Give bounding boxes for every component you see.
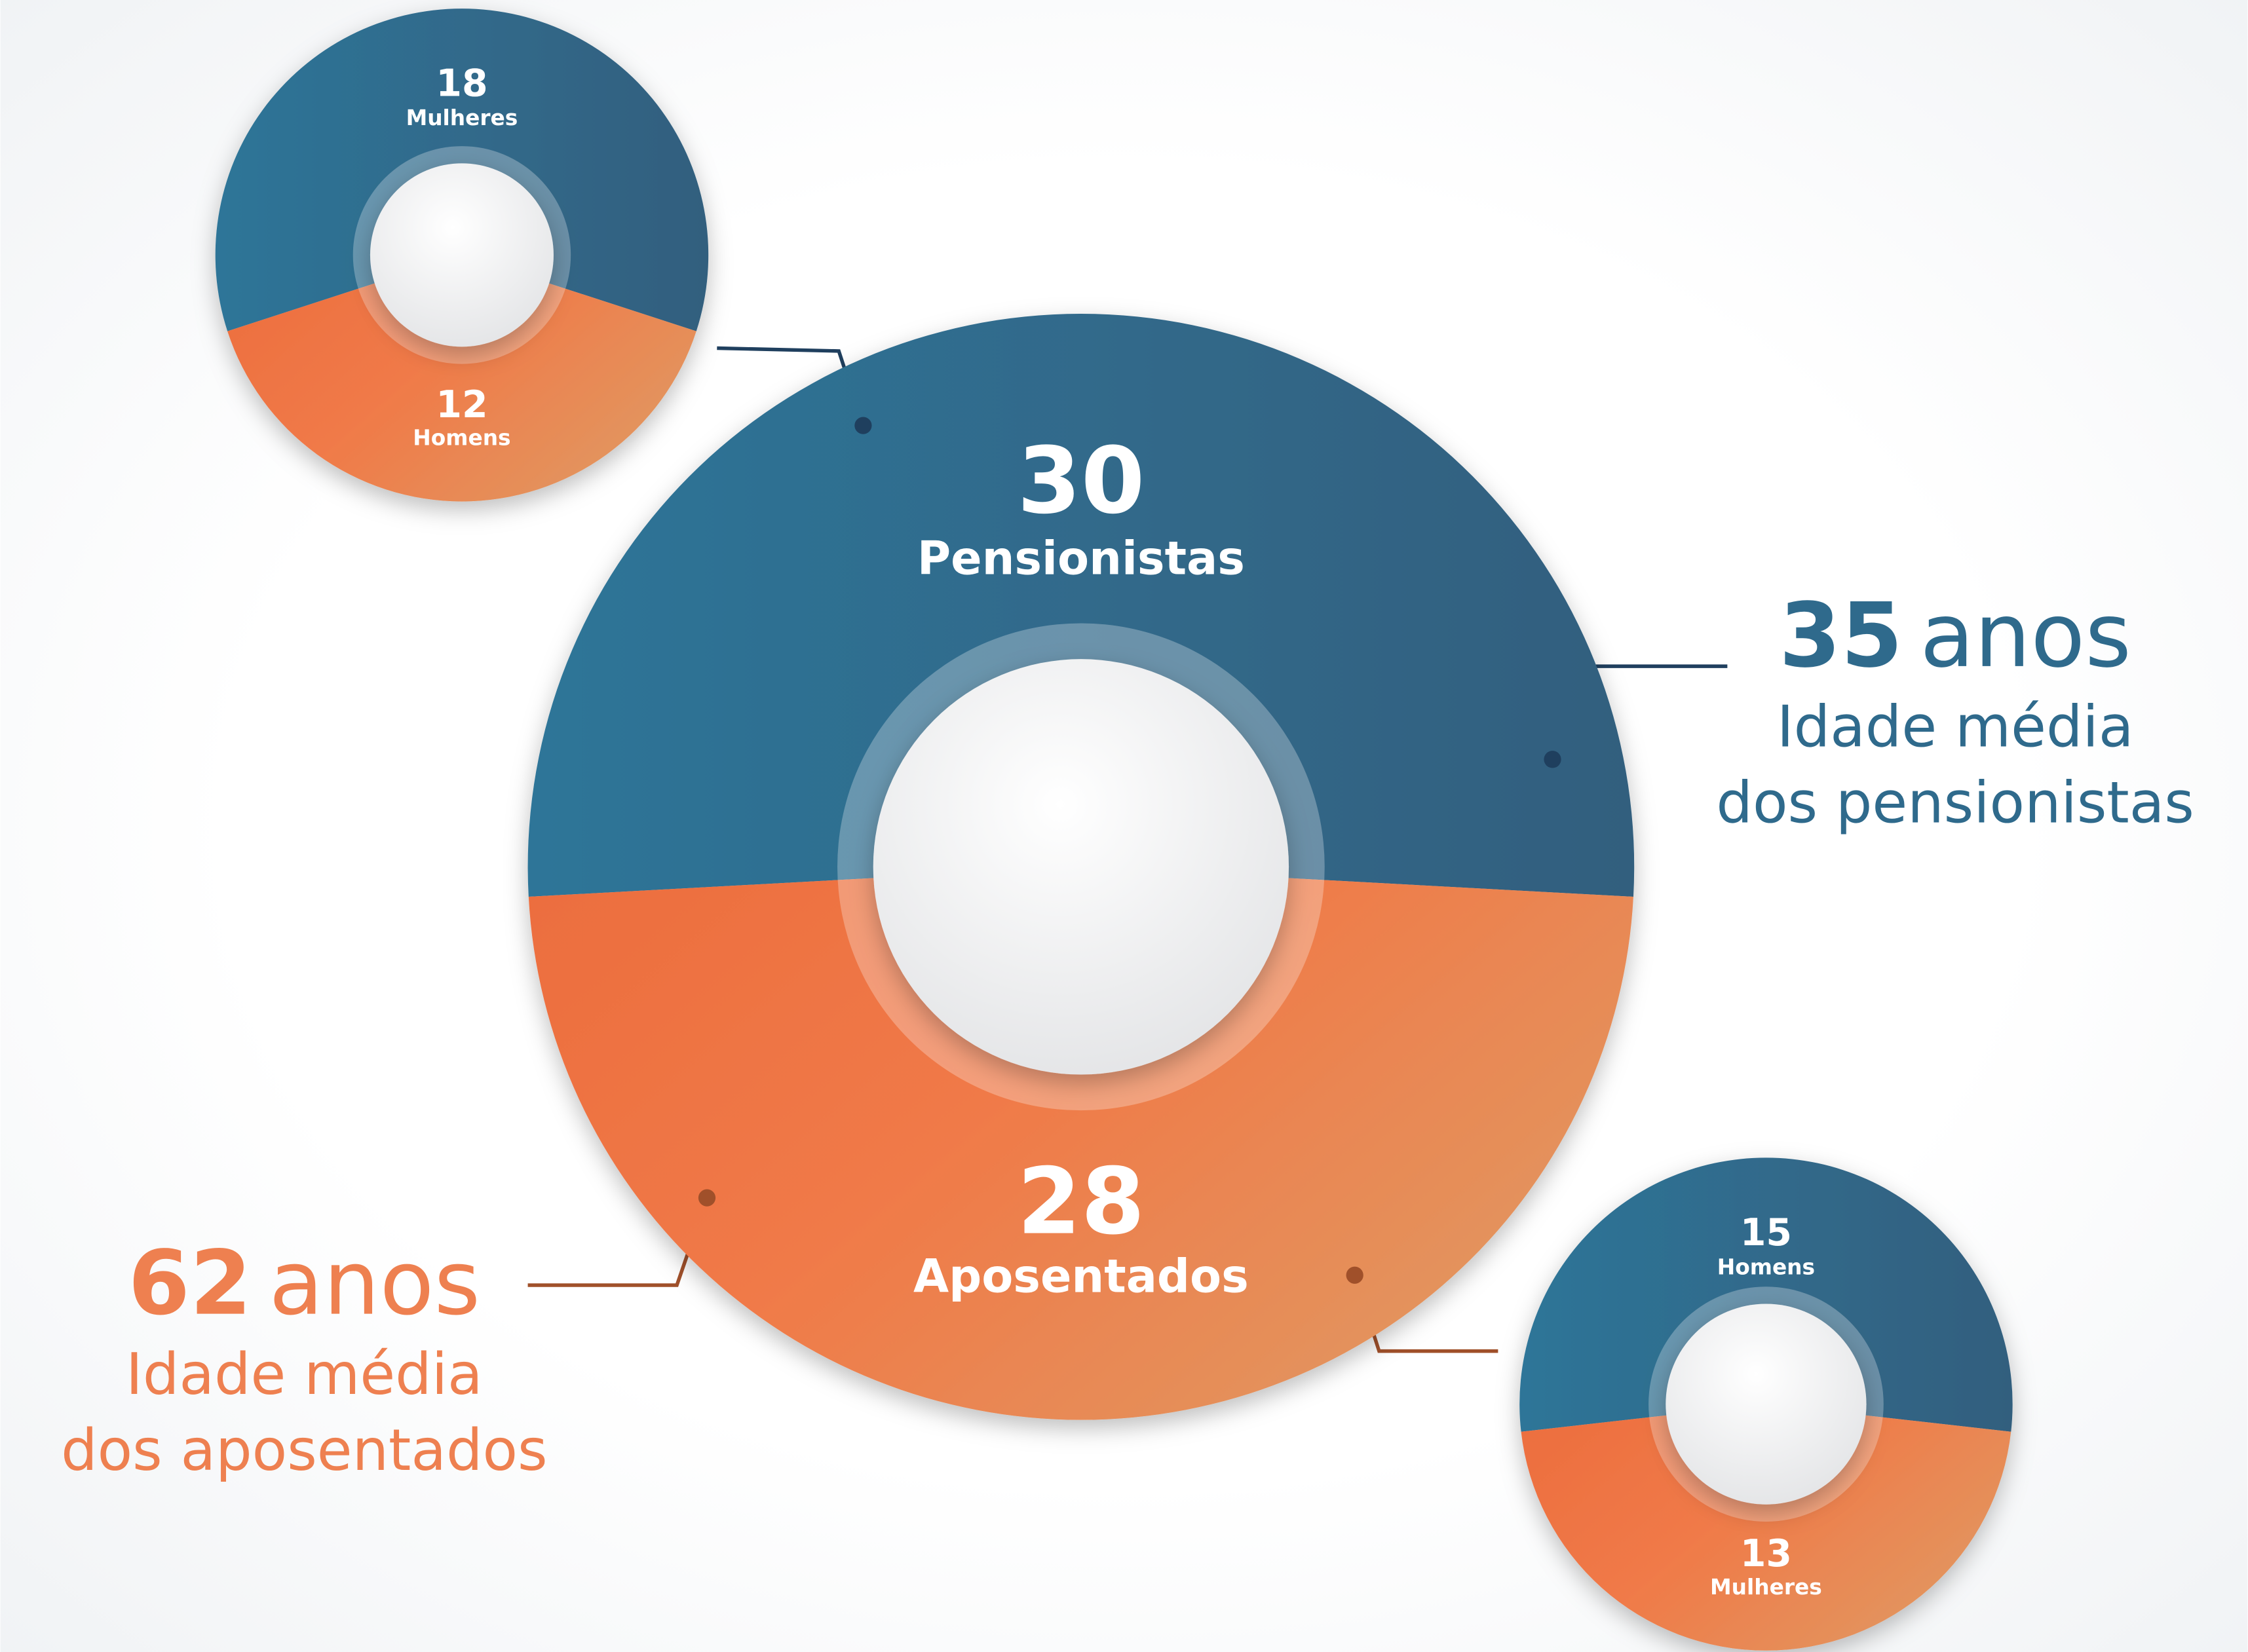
slice-value: 12 bbox=[436, 383, 487, 426]
slice-value: 18 bbox=[436, 62, 487, 105]
slice-value: 13 bbox=[1740, 1532, 1792, 1575]
age-value: 62 bbox=[128, 1231, 252, 1335]
slice-label: Homens bbox=[1717, 1254, 1815, 1279]
connector-dot bbox=[854, 417, 872, 434]
age-caption: dos pensionistas bbox=[1716, 769, 2194, 836]
age-caption: Idade média bbox=[126, 1341, 483, 1408]
age-unit: anos bbox=[269, 1231, 480, 1335]
age-value: 35 bbox=[1779, 584, 1903, 687]
donut-slice bbox=[1519, 1157, 2013, 1432]
slice-value: 30 bbox=[1017, 428, 1145, 535]
age-headline: 35 anos bbox=[1779, 584, 2131, 687]
slice-value: 28 bbox=[1017, 1148, 1145, 1255]
connector-dot bbox=[1346, 1266, 1363, 1284]
slice-label: Mulheres bbox=[406, 105, 518, 130]
slice-label: Mulheres bbox=[1710, 1575, 1822, 1600]
slice-value: 15 bbox=[1740, 1211, 1792, 1254]
age-unit: anos bbox=[1920, 584, 2131, 687]
inner-hole bbox=[1666, 1304, 1867, 1505]
connector-dot bbox=[1544, 751, 1561, 768]
age-headline: 62 anos bbox=[128, 1231, 481, 1335]
slice-label: Aposentados bbox=[913, 1249, 1249, 1303]
dots bbox=[698, 417, 1561, 1284]
donut-chart bbox=[1519, 1157, 2013, 1651]
age-caption: Idade média bbox=[1777, 693, 2134, 760]
connector-dot bbox=[698, 1189, 716, 1207]
slice-label: Pensionistas bbox=[917, 531, 1245, 585]
slice-label: Homens bbox=[413, 426, 510, 451]
age-caption: dos aposentados bbox=[61, 1417, 548, 1484]
donut-slice bbox=[227, 255, 696, 502]
inner-hole bbox=[370, 163, 554, 347]
inner-hole bbox=[873, 659, 1289, 1075]
donut-slice bbox=[1521, 1404, 2011, 1651]
donut-slice bbox=[527, 314, 1635, 897]
